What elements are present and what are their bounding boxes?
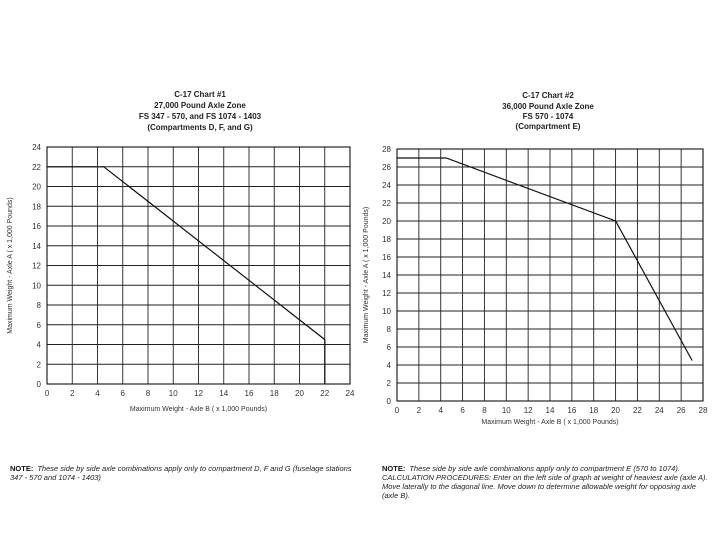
y-tick-label: 28 bbox=[382, 145, 391, 154]
x-tick-label: 22 bbox=[633, 406, 642, 415]
y-tick-label: 14 bbox=[32, 242, 41, 251]
chart-title-line: 27,000 Pound Axle Zone bbox=[154, 101, 246, 110]
x-tick-label: 22 bbox=[320, 389, 329, 398]
y-tick-label: 24 bbox=[382, 181, 391, 190]
plot-frame bbox=[46, 146, 351, 385]
x-tick-label: 6 bbox=[460, 406, 465, 415]
note-chart-2: NOTE: These side by side axle combination… bbox=[382, 464, 712, 500]
x-tick-label: 8 bbox=[146, 389, 151, 398]
y-tick-label: 16 bbox=[32, 222, 41, 231]
y-tick-label: 18 bbox=[382, 235, 391, 244]
y-tick-label: 20 bbox=[382, 217, 391, 226]
chart-title-line: (Compartments D, F, and G) bbox=[147, 123, 253, 132]
chart-title-line: 36,000 Pound Axle Zone bbox=[502, 102, 594, 111]
x-tick-label: 18 bbox=[270, 389, 279, 398]
x-tick-label: 20 bbox=[295, 389, 304, 398]
x-axis-label: Maximum Weight - Axle B ( x 1,000 Pounds… bbox=[130, 406, 267, 413]
chart-title-line: FS 347 - 570, and FS 1074 - 1403 bbox=[139, 112, 262, 121]
chart-title-line: C-17 Chart #1 bbox=[174, 90, 226, 99]
y-tick-label: 26 bbox=[382, 163, 391, 172]
x-tick-label: 0 bbox=[395, 406, 400, 415]
note-chart-1: NOTE: These side by side axle combination… bbox=[10, 464, 360, 482]
note-label: NOTE: bbox=[10, 464, 34, 473]
series-line-limit bbox=[397, 157, 693, 361]
x-axis-label: Maximum Weight - Axle B ( x 1,000 Pounds… bbox=[481, 419, 618, 426]
x-tick-label: 24 bbox=[655, 406, 664, 415]
chart-1: C-17 Chart #1 27,000 Pound Axle Zone FS 34… bbox=[7, 90, 355, 413]
x-tick-label: 0 bbox=[45, 389, 50, 398]
y-tick-label: 8 bbox=[37, 301, 42, 310]
x-tick-label: 14 bbox=[219, 389, 228, 398]
y-tick-label: 6 bbox=[387, 343, 392, 352]
x-tick-label: 24 bbox=[346, 389, 355, 398]
y-tick-label: 14 bbox=[382, 271, 391, 280]
y-tick-label: 10 bbox=[32, 281, 41, 290]
x-tick-label: 26 bbox=[677, 406, 686, 415]
x-tick-label: 14 bbox=[546, 406, 555, 415]
y-tick-label: 2 bbox=[387, 379, 392, 388]
x-tick-label: 2 bbox=[70, 389, 75, 398]
y-tick-label: 12 bbox=[382, 289, 391, 298]
x-tick-label: 10 bbox=[502, 406, 511, 415]
note-label: NOTE: bbox=[382, 464, 406, 473]
chart-title-line: FS 570 - 1074 bbox=[523, 112, 574, 121]
x-tick-label: 12 bbox=[194, 389, 203, 398]
y-tick-label: 22 bbox=[32, 163, 41, 172]
y-tick-label: 22 bbox=[382, 199, 391, 208]
y-axis-label: Maximum Weight - Axle A ( x 1,000 Pounds… bbox=[7, 197, 14, 333]
y-axis-label: Maximum Weight - Axle A ( x 1,000 Pounds… bbox=[363, 207, 370, 343]
chart-title-line: (Compartment E) bbox=[516, 122, 581, 131]
x-tick-label: 4 bbox=[95, 389, 100, 398]
y-tick-label: 4 bbox=[37, 341, 42, 350]
y-tick-label: 16 bbox=[382, 253, 391, 262]
y-tick-label: 24 bbox=[32, 143, 41, 152]
x-tick-label: 10 bbox=[169, 389, 178, 398]
y-tick-label: 18 bbox=[32, 202, 41, 211]
y-tick-label: 2 bbox=[37, 360, 42, 369]
series-line-limit bbox=[47, 166, 326, 384]
chart-title-line: C-17 Chart #2 bbox=[522, 91, 574, 100]
y-tick-label: 0 bbox=[387, 397, 392, 406]
x-tick-label: 2 bbox=[417, 406, 422, 415]
y-tick-label: 12 bbox=[32, 262, 41, 271]
y-tick-label: 0 bbox=[37, 380, 42, 389]
x-tick-label: 8 bbox=[482, 406, 487, 415]
x-tick-label: 28 bbox=[699, 406, 708, 415]
note-text: These side by side axle combinations app… bbox=[10, 464, 352, 482]
plot-frame bbox=[396, 148, 704, 402]
x-tick-label: 16 bbox=[567, 406, 576, 415]
y-tick-label: 8 bbox=[387, 325, 392, 334]
x-tick-label: 6 bbox=[121, 389, 126, 398]
x-tick-label: 12 bbox=[524, 406, 533, 415]
y-tick-label: 4 bbox=[387, 361, 392, 370]
note-text: These side by side axle combinations app… bbox=[382, 464, 708, 500]
x-tick-label: 4 bbox=[438, 406, 443, 415]
x-tick-label: 18 bbox=[589, 406, 598, 415]
x-tick-label: 16 bbox=[245, 389, 254, 398]
y-tick-label: 6 bbox=[37, 321, 42, 330]
x-tick-label: 20 bbox=[611, 406, 620, 415]
y-tick-label: 10 bbox=[382, 307, 391, 316]
y-tick-label: 20 bbox=[32, 183, 41, 192]
